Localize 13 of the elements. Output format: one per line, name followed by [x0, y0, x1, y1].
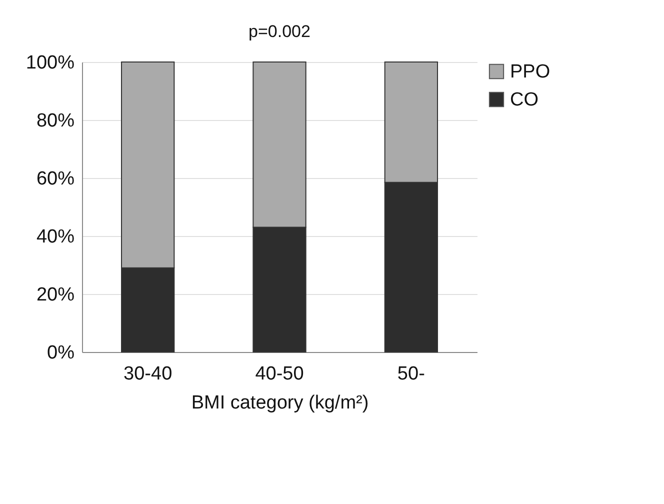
- y-tick-label: 100%: [26, 52, 75, 74]
- legend-label: PPO: [510, 62, 550, 82]
- x-axis-title: BMI category (kg/m²): [191, 392, 369, 414]
- y-tick-label: 0%: [47, 342, 75, 364]
- y-tick-label: 60%: [36, 168, 75, 190]
- x-tick-label: 30-40: [124, 364, 172, 384]
- x-tick-label: 40-50: [255, 364, 304, 384]
- chart-title: p=0.002: [248, 22, 310, 41]
- y-tick-label: 20%: [36, 284, 75, 306]
- y-tick-label: 80%: [36, 110, 75, 132]
- y-tick-label: 40%: [36, 226, 75, 248]
- x-tick-label: 50-: [397, 364, 425, 384]
- legend-label: CO: [510, 90, 538, 110]
